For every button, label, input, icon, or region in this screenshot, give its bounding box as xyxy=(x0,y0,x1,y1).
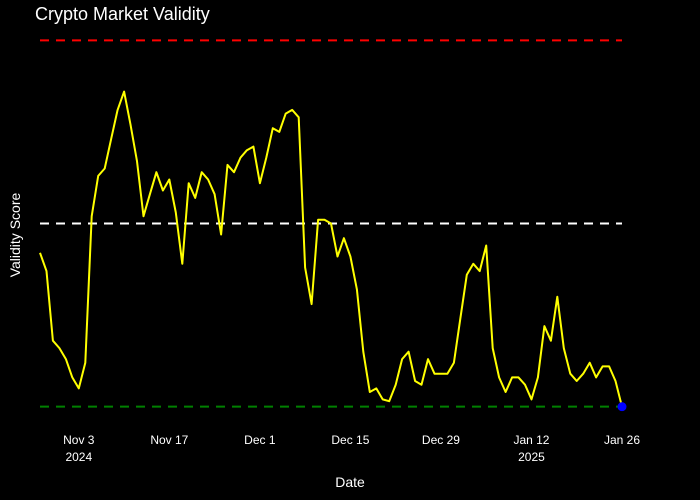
marker-layer xyxy=(617,402,627,412)
highlight-point[interactable] xyxy=(617,402,627,412)
y-axis-title: Validity Score xyxy=(7,193,23,278)
x-tick-label: Dec 15 xyxy=(331,433,369,447)
x-tick-year-label: 2024 xyxy=(65,450,92,464)
x-tick-year-label: 2025 xyxy=(518,450,545,464)
x-tick-label: Dec 29 xyxy=(422,433,460,447)
x-axis-ticks: Nov 3 2024 Nov 17 Dec 1 Dec 15 Dec 29 Jan 12 20… xyxy=(63,433,640,464)
x-tick-label: Jan 26 xyxy=(604,433,640,447)
x-tick-label: Jan 12 xyxy=(513,433,549,447)
x-tick-label: Dec 1 xyxy=(244,433,276,447)
series-layer xyxy=(39,90,623,407)
x-tick-label: Nov 3 xyxy=(63,433,95,447)
series-line-0 xyxy=(39,90,623,407)
chart-title: Crypto Market Validity xyxy=(35,4,210,24)
x-axis-title: Date xyxy=(335,474,365,490)
x-tick-label: Nov 17 xyxy=(150,433,188,447)
